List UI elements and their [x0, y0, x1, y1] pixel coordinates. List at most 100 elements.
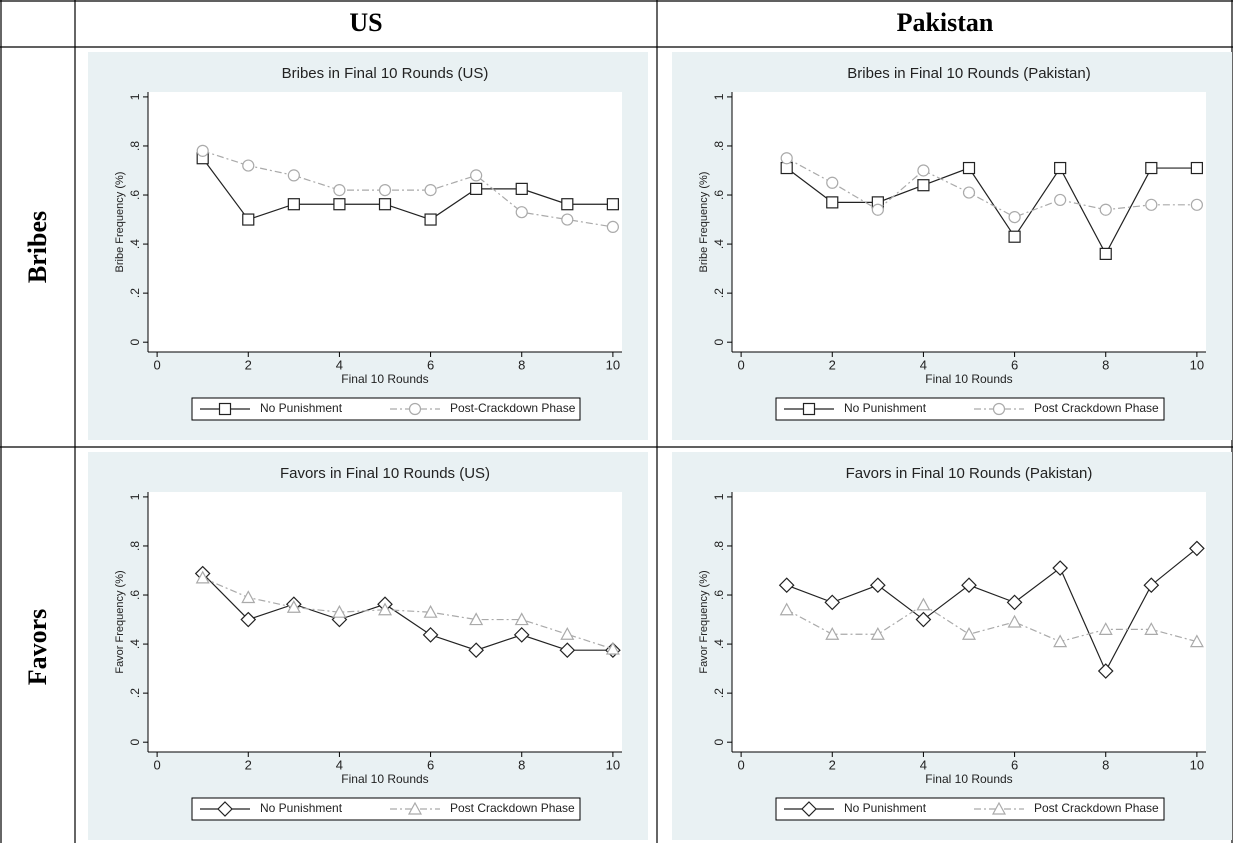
marker-diamond	[1006, 594, 1023, 611]
marker-diamond	[1189, 540, 1205, 557]
y-tick-label: .4	[712, 639, 726, 649]
marker-diamond	[869, 577, 886, 594]
marker-triangle	[560, 627, 575, 640]
marker-triangle	[1007, 614, 1022, 628]
y-tick-label: .6	[712, 590, 726, 600]
marker-circle	[1145, 198, 1158, 211]
legend-box	[775, 397, 1165, 421]
marker-triangle	[241, 590, 256, 604]
row-header: Favors	[23, 609, 52, 686]
x-tick-label: 2	[245, 357, 252, 372]
y-tick-label: 1	[712, 493, 726, 500]
marker-circle	[992, 402, 1006, 416]
marker-circle	[242, 159, 255, 172]
legend-label: No Punishment	[260, 401, 343, 415]
x-tick-label: 4	[336, 357, 343, 372]
legend-label: Post-Crackdown Phase	[450, 401, 576, 415]
plot-area	[148, 92, 622, 352]
legend-box	[775, 797, 1165, 821]
x-tick-label: 8	[1102, 357, 1109, 372]
y-axis-label: Bribe Frequency (%)	[698, 172, 710, 273]
x-axis-label: Final 10 Rounds	[925, 772, 1012, 786]
marker-triangle	[825, 627, 840, 640]
y-tick-label: 1	[128, 93, 142, 100]
x-tick-label: 2	[829, 757, 836, 772]
marker-diamond	[915, 611, 932, 628]
legend-box	[191, 797, 581, 821]
marker-diamond	[422, 627, 439, 643]
y-axis-label: Favor Frequency (%)	[114, 570, 126, 673]
y-axis-label: Bribe Frequency (%)	[114, 172, 126, 273]
marker-triangle	[332, 604, 347, 618]
marker-circle	[1099, 203, 1112, 216]
legend-label: Post Crackdown Phase	[1034, 401, 1159, 415]
marker-diamond	[961, 577, 977, 594]
x-tick-label: 10	[1190, 357, 1204, 372]
x-tick-label: 4	[336, 757, 343, 772]
chart-title: Favors in Final 10 Rounds (US)	[280, 465, 490, 482]
x-tick-label: 0	[153, 757, 160, 772]
marker-square	[802, 402, 816, 416]
y-tick-label: .6	[128, 590, 142, 600]
x-tick-label: 2	[245, 757, 252, 772]
marker-circle	[1190, 198, 1203, 211]
series-line	[202, 157, 613, 221]
legend-label: No Punishment	[260, 801, 343, 815]
y-tick-label: .6	[712, 190, 726, 200]
legend-label: Post Crackdown Phase	[1034, 801, 1159, 815]
y-tick-label: .2	[712, 688, 726, 698]
x-tick-label: 8	[518, 357, 525, 372]
marker-diamond	[1097, 663, 1114, 679]
x-tick-label: 8	[518, 757, 525, 772]
marker-square	[333, 198, 346, 211]
marker-triangle	[377, 602, 393, 616]
marker-triangle	[779, 602, 794, 616]
legend-box	[191, 397, 581, 421]
marker-square	[561, 198, 574, 211]
series-line	[786, 157, 1197, 218]
x-tick-label: 4	[920, 757, 927, 772]
legend-label: No Punishment	[844, 801, 927, 815]
x-tick-label: 10	[606, 757, 620, 772]
plot-area	[148, 492, 622, 752]
series-line	[202, 577, 614, 650]
marker-diamond	[240, 611, 257, 628]
marker-circle	[424, 184, 437, 197]
y-tick-label: .8	[128, 541, 142, 551]
marker-diamond	[1052, 560, 1069, 576]
marker-triangle	[195, 570, 210, 584]
x-tick-label: 6	[427, 757, 434, 772]
y-tick-label: .2	[128, 288, 142, 298]
marker-circle	[606, 220, 619, 234]
marker-square	[1145, 161, 1158, 175]
series-line	[202, 150, 613, 228]
marker-triangle	[1098, 622, 1113, 635]
marker-square	[424, 213, 437, 226]
x-tick-label: 0	[153, 357, 160, 372]
marker-square	[962, 161, 976, 175]
marker-triangle	[870, 627, 885, 640]
y-tick-label: 0	[712, 739, 726, 746]
x-tick-label: 6	[427, 357, 434, 372]
column-header: US	[349, 8, 382, 37]
y-tick-label: 0	[128, 339, 142, 346]
y-tick-label: 0	[128, 739, 142, 746]
marker-square	[1054, 161, 1067, 175]
marker-circle	[1008, 210, 1021, 224]
marker-diamond	[468, 642, 485, 659]
chart: Bribes in Final 10 Rounds (Pakistan) 0 .2.…	[672, 52, 1232, 440]
chart: Bribes in Final 10 Rounds (US) 0 .2 .4 .6 .8 1…	[88, 52, 648, 440]
y-tick-label: .8	[712, 141, 726, 151]
y-tick-label: .6	[128, 190, 142, 200]
x-tick-label: 10	[1190, 757, 1204, 772]
marker-square	[242, 213, 255, 226]
marker-circle	[470, 169, 483, 182]
marker-circle	[561, 213, 574, 226]
marker-square	[1008, 230, 1021, 243]
marker-triangle	[1189, 634, 1204, 648]
marker-circle	[378, 184, 392, 197]
marker-triangle	[469, 612, 484, 626]
marker-circle	[917, 164, 930, 177]
chart-title: Bribes in Final 10 Rounds (US)	[282, 65, 489, 82]
marker-triangle	[991, 801, 1007, 815]
